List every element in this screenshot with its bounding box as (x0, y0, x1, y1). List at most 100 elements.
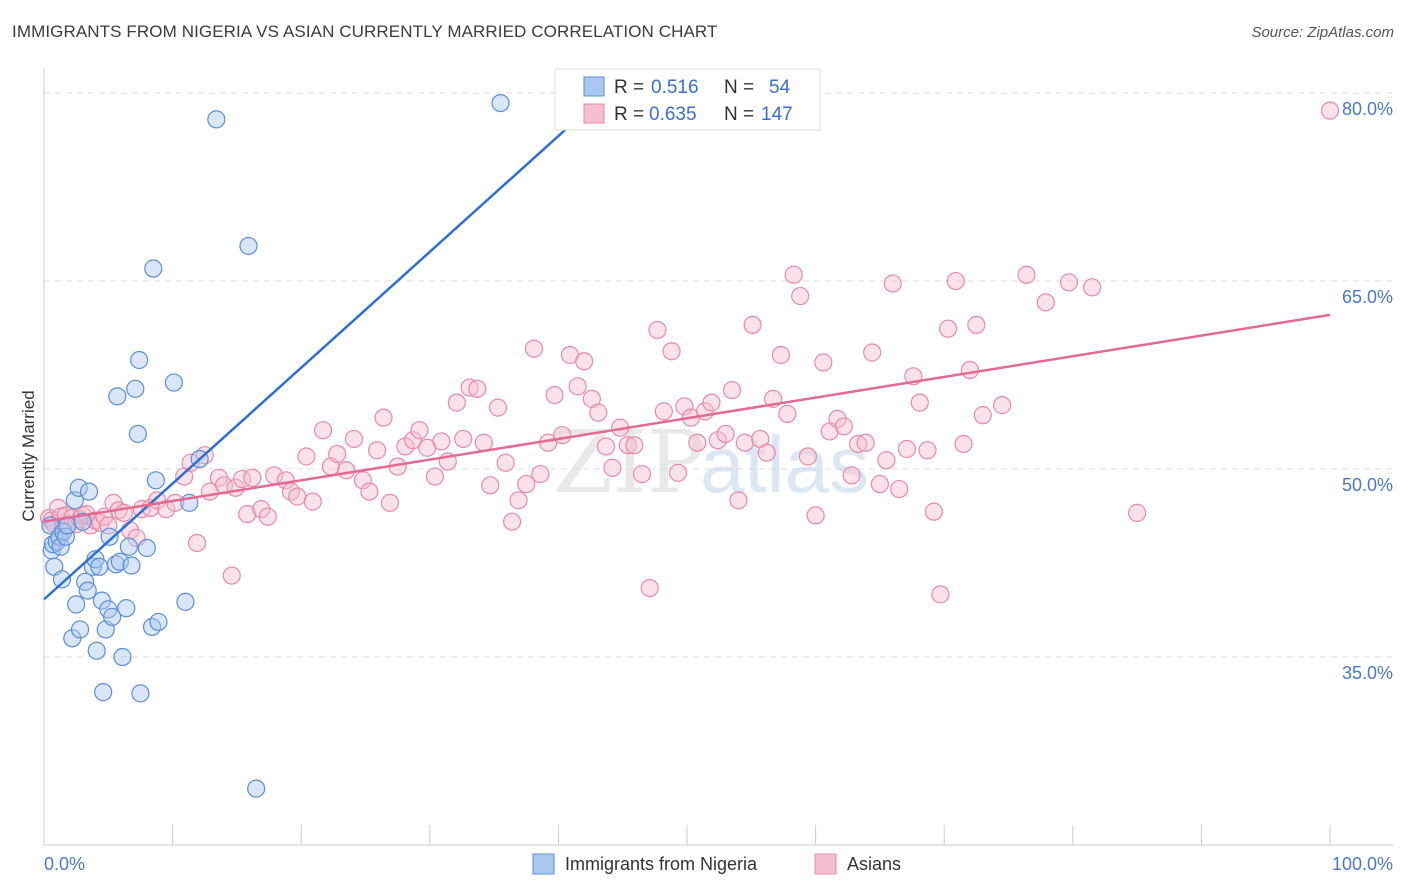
asians-point-83 (568, 377, 587, 396)
asians-point-127 (877, 451, 896, 470)
asians-point-39 (243, 468, 262, 487)
asians-point-117 (806, 506, 825, 525)
nigeria-point-51 (239, 236, 258, 256)
asians-point-29 (181, 453, 200, 472)
asians-point-72 (488, 398, 508, 417)
asians-point-51 (337, 461, 356, 480)
asians-point-118 (814, 353, 833, 372)
asians-point-61 (410, 421, 429, 440)
nigeria-point-23 (90, 557, 109, 576)
asians-point-57 (380, 493, 400, 512)
asians-point-110 (757, 443, 776, 462)
asians-point-142 (992, 396, 1012, 415)
bottom-legend-label-asians: Asians (847, 854, 901, 874)
stats-legend: R = 0.516 N = 54 R = 0.635 N = 147 (554, 68, 821, 131)
asians-point-80 (545, 385, 564, 405)
asians-point-105 (722, 380, 742, 400)
asians-point-56 (374, 408, 393, 427)
asians-point-95 (654, 402, 673, 421)
asians-point-147 (1127, 503, 1147, 522)
x-tick-label-min: 0.0% (44, 854, 85, 874)
asians-point-125 (863, 343, 882, 362)
asians-point-123 (848, 434, 868, 454)
asians-point-141 (973, 406, 992, 425)
y-tick-label-65: 65.0% (1342, 287, 1393, 307)
asians-point-124 (856, 433, 875, 452)
asians-point-52 (344, 429, 364, 449)
asians-point-133 (918, 441, 937, 460)
asians-point-132 (910, 393, 929, 412)
asians-point-54 (360, 482, 379, 501)
asians-point-106 (729, 491, 748, 510)
asians-point-139 (960, 360, 980, 380)
asians-point-67 (454, 429, 473, 449)
asians-point-138 (954, 434, 973, 454)
nigeria-point-29 (103, 607, 122, 627)
nigeria-point-31 (108, 387, 127, 406)
nigeria-point-28 (100, 527, 119, 546)
asians-point-140 (967, 315, 986, 335)
nigeria-point-13 (67, 595, 86, 614)
asians-point-108 (743, 315, 762, 335)
source-label: Source: ZipAtlas.com (1251, 24, 1394, 41)
nigeria-point-16 (73, 512, 92, 531)
legend-r-value-nigeria: 0.516 (651, 77, 699, 98)
nigeria-point-19 (79, 482, 99, 501)
nigeria-point-43 (144, 259, 163, 278)
asians-point-30 (187, 533, 207, 553)
asians-point-126 (870, 474, 890, 494)
asians-point-38 (238, 505, 257, 524)
asians-point-66 (447, 393, 466, 412)
asians-point-130 (897, 439, 917, 459)
nigeria-point-47 (176, 592, 195, 611)
legend-n-label-nigeria: N = (724, 77, 754, 98)
nigeria-point-14 (69, 478, 88, 497)
legend-n-label-asians: N = (724, 104, 754, 125)
asians-point-88 (603, 458, 622, 477)
nigeria-point-7 (52, 570, 72, 589)
legend-swatch-asians (583, 103, 605, 124)
nigeria-point-36 (122, 556, 141, 575)
asians-point-112 (771, 345, 790, 365)
asians-point-40 (252, 500, 271, 519)
asians-point-46 (297, 447, 316, 466)
asians-point-87 (596, 437, 616, 456)
y-tick-label-50: 50.0% (1342, 475, 1393, 495)
asians-point-100 (688, 433, 707, 452)
legend-n-value-asians: 147 (761, 104, 793, 125)
trend-lines (43, 123, 1331, 601)
asians-point-74 (503, 512, 522, 531)
asians-point-84 (575, 352, 594, 371)
asians-point-45 (288, 487, 307, 506)
nigeria-point-46 (164, 373, 183, 392)
nigeria-point-45 (149, 612, 168, 632)
nigeria-point-50 (207, 110, 226, 129)
asians-point-113 (778, 404, 797, 423)
x-tick-marks (172, 825, 1331, 845)
asians-point-77 (524, 339, 544, 358)
nigeria-point-6 (51, 537, 70, 556)
asians-point-136 (938, 319, 958, 338)
asians-point-120 (828, 409, 847, 429)
bottom-legend-swatch-asians (814, 853, 837, 875)
bottom-legend: Immigrants from Nigeria Asians (532, 853, 901, 875)
asians-point-96 (662, 342, 681, 361)
nigeria-point-22 (87, 641, 106, 660)
asians-point-135 (931, 585, 950, 604)
asians-point-73 (496, 453, 515, 472)
asians-point-71 (481, 476, 500, 495)
asians-point-94 (648, 320, 667, 340)
asians-point-69 (468, 379, 487, 398)
asians-point-115 (791, 286, 810, 306)
nigeria-point-15 (70, 620, 90, 639)
asians-point-55 (367, 441, 387, 460)
legend-swatch-nigeria (583, 76, 605, 97)
bottom-legend-label-nigeria: Immigrants from Nigeria (565, 854, 758, 874)
nigeria-trend-line (43, 123, 573, 601)
asians-point-92 (632, 464, 652, 484)
asians-point-144 (1036, 293, 1055, 312)
asians-point-91 (625, 436, 644, 455)
asians-point-107 (735, 433, 754, 452)
asians-point-145 (1059, 273, 1079, 292)
